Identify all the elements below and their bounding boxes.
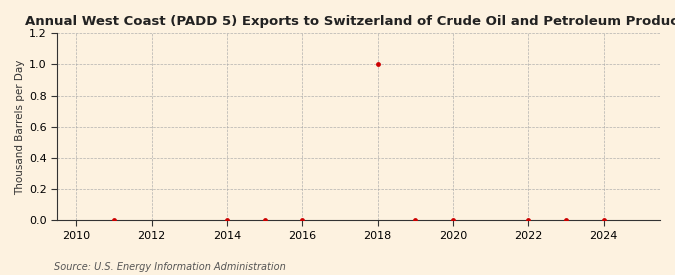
- Point: [410, 218, 421, 222]
- Point: [221, 218, 232, 222]
- Title: Annual West Coast (PADD 5) Exports to Switzerland of Crude Oil and Petroleum Pro: Annual West Coast (PADD 5) Exports to Sw…: [25, 15, 675, 28]
- Point: [522, 218, 533, 222]
- Point: [109, 218, 119, 222]
- Point: [372, 62, 383, 67]
- Point: [560, 218, 571, 222]
- Y-axis label: Thousand Barrels per Day: Thousand Barrels per Day: [15, 59, 25, 194]
- Point: [259, 218, 270, 222]
- Text: Source: U.S. Energy Information Administration: Source: U.S. Energy Information Administ…: [54, 262, 286, 272]
- Point: [297, 218, 308, 222]
- Point: [598, 218, 609, 222]
- Point: [448, 218, 458, 222]
